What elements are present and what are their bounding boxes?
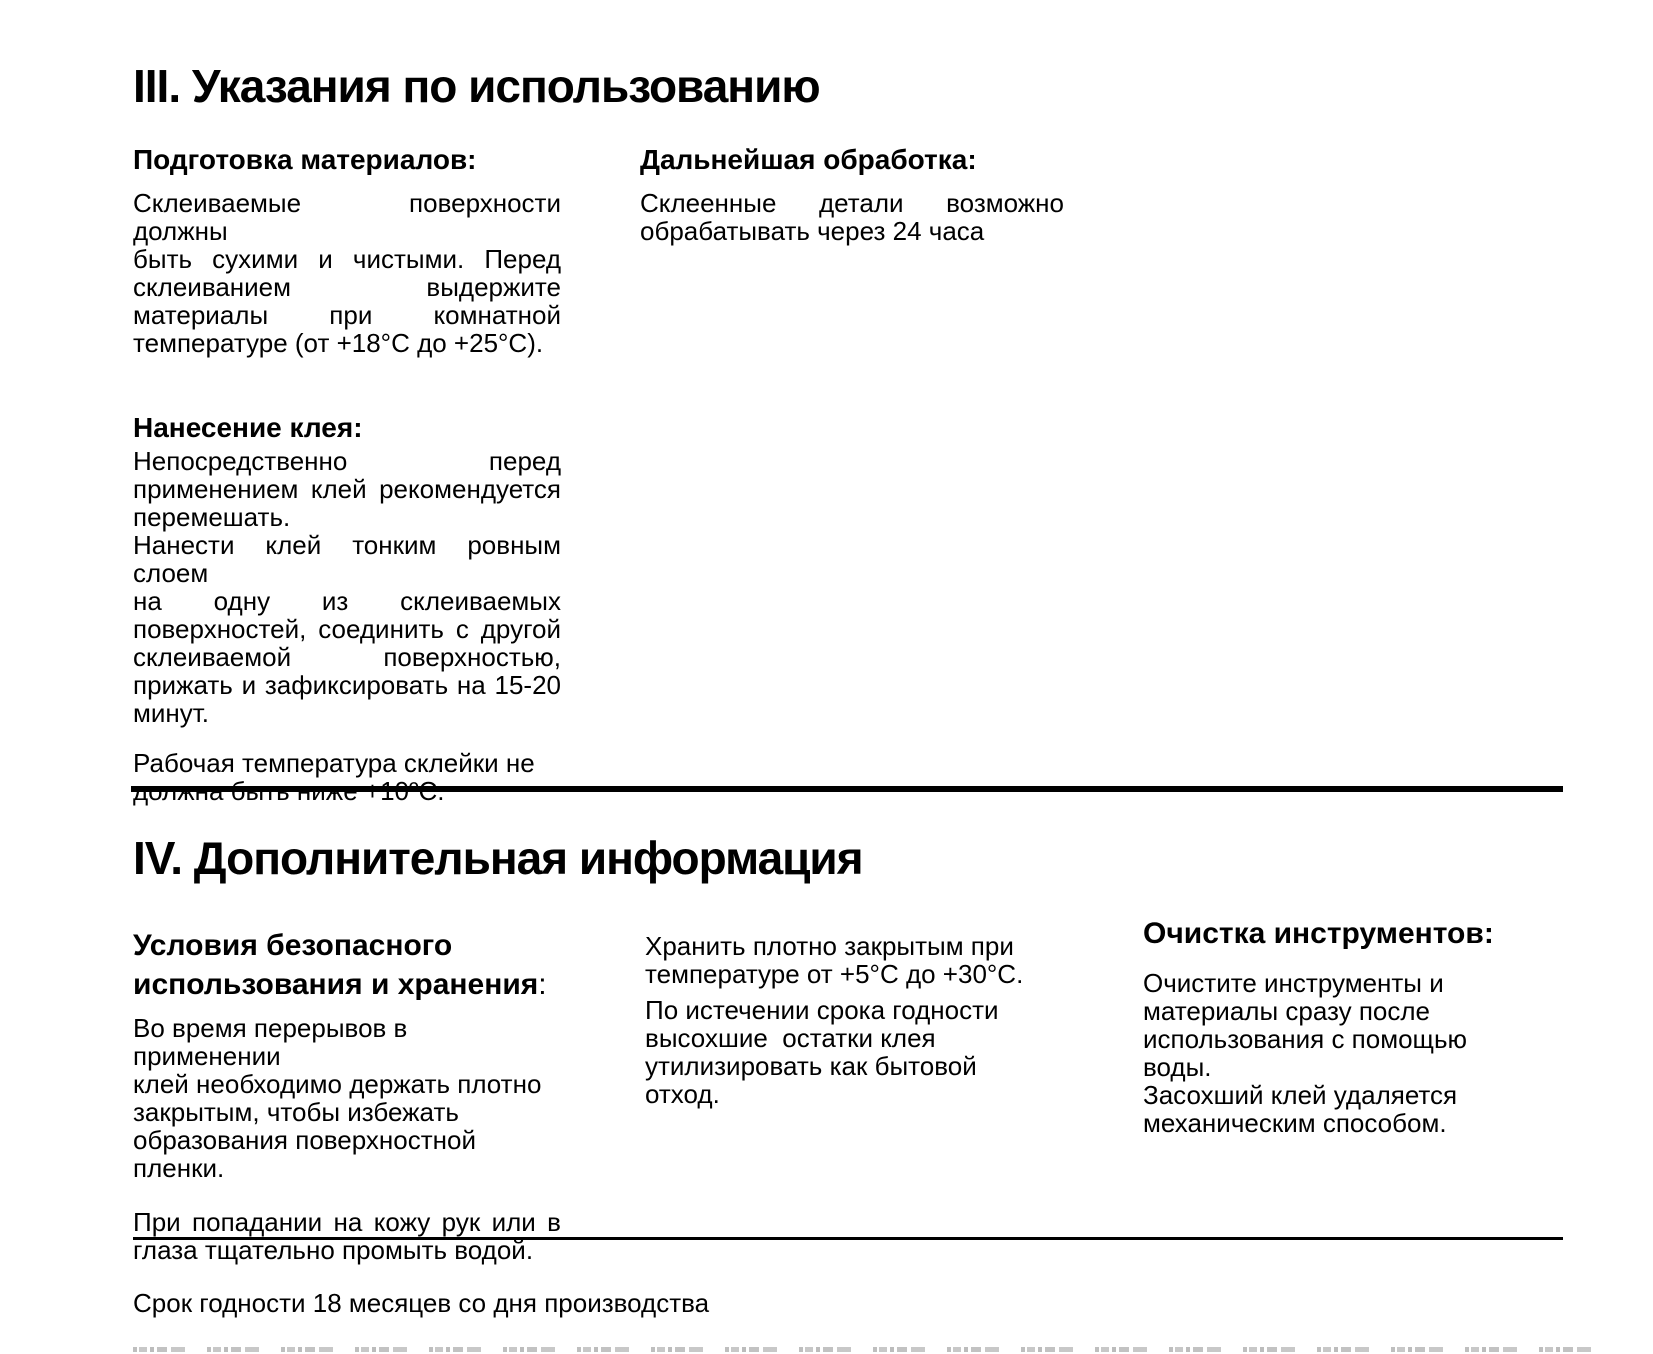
glue-application-heading: Нанесение клея: [133,412,363,443]
clipped-bottom-text-line [133,1347,1608,1352]
further-processing-paragraph: Склеенные детали возможно обрабатывать че… [640,188,1064,246]
section-divider-thick [131,786,1563,792]
skin-contact-paragraph: При попадании на кожу рук или в глаза тща… [133,1207,561,1265]
section3-column-2: Дальнейшая обработка: Склеенные детали в… [640,143,1064,245]
tool-cleaning-paragraph: Очистите инструменты и материалы сразу по… [1143,968,1475,1138]
safety-storage-paragraph: Во время перерывов в применении клей необ… [133,1013,542,1183]
safety-storage-heading: Условия безопасного использования и хран… [133,929,547,1001]
heading-colon: : [538,968,547,1001]
glue-application-paragraph-2: Нанести клей тонким ровным слоем на одну … [133,530,569,728]
materials-prep-heading: Подготовка материалов: [133,144,477,175]
disposal-paragraph: По истечении срока годности высохшие оста… [645,995,999,1109]
section4-title: IV. Дополнительная информация [133,832,864,884]
storage-temperature-paragraph: Хранить плотно закрытым при температуре о… [645,931,1024,989]
section3-title: III. Указания по использованию [133,60,821,112]
section4-column-3: Очистка инструментов: Очистите инструмен… [1143,914,1525,1137]
tool-cleaning-heading: Очистка инструментов: [1143,917,1494,950]
working-temperature-paragraph: Рабочая температура склейки недолжна быт… [133,748,535,805]
glue-application-paragraph-1: Непосредственно перед применением клей ре… [133,446,561,532]
materials-prep-paragraph: Склеиваемые поверхности должны быть сухим… [133,188,569,358]
section4-column-2: Хранить плотно закрытым при температуре о… [645,932,1035,1108]
shelf-life-text: Срок годности 18 месяцев со дня производ… [133,1288,710,1318]
section3-column-1: Подготовка материалов: Склеиваемые повер… [133,143,561,805]
section4-column-1: Условия безопасного использования и хран… [133,926,561,1264]
footer-divider-thin [133,1237,1563,1240]
further-processing-heading: Дальнейшая обработка: [640,144,977,175]
